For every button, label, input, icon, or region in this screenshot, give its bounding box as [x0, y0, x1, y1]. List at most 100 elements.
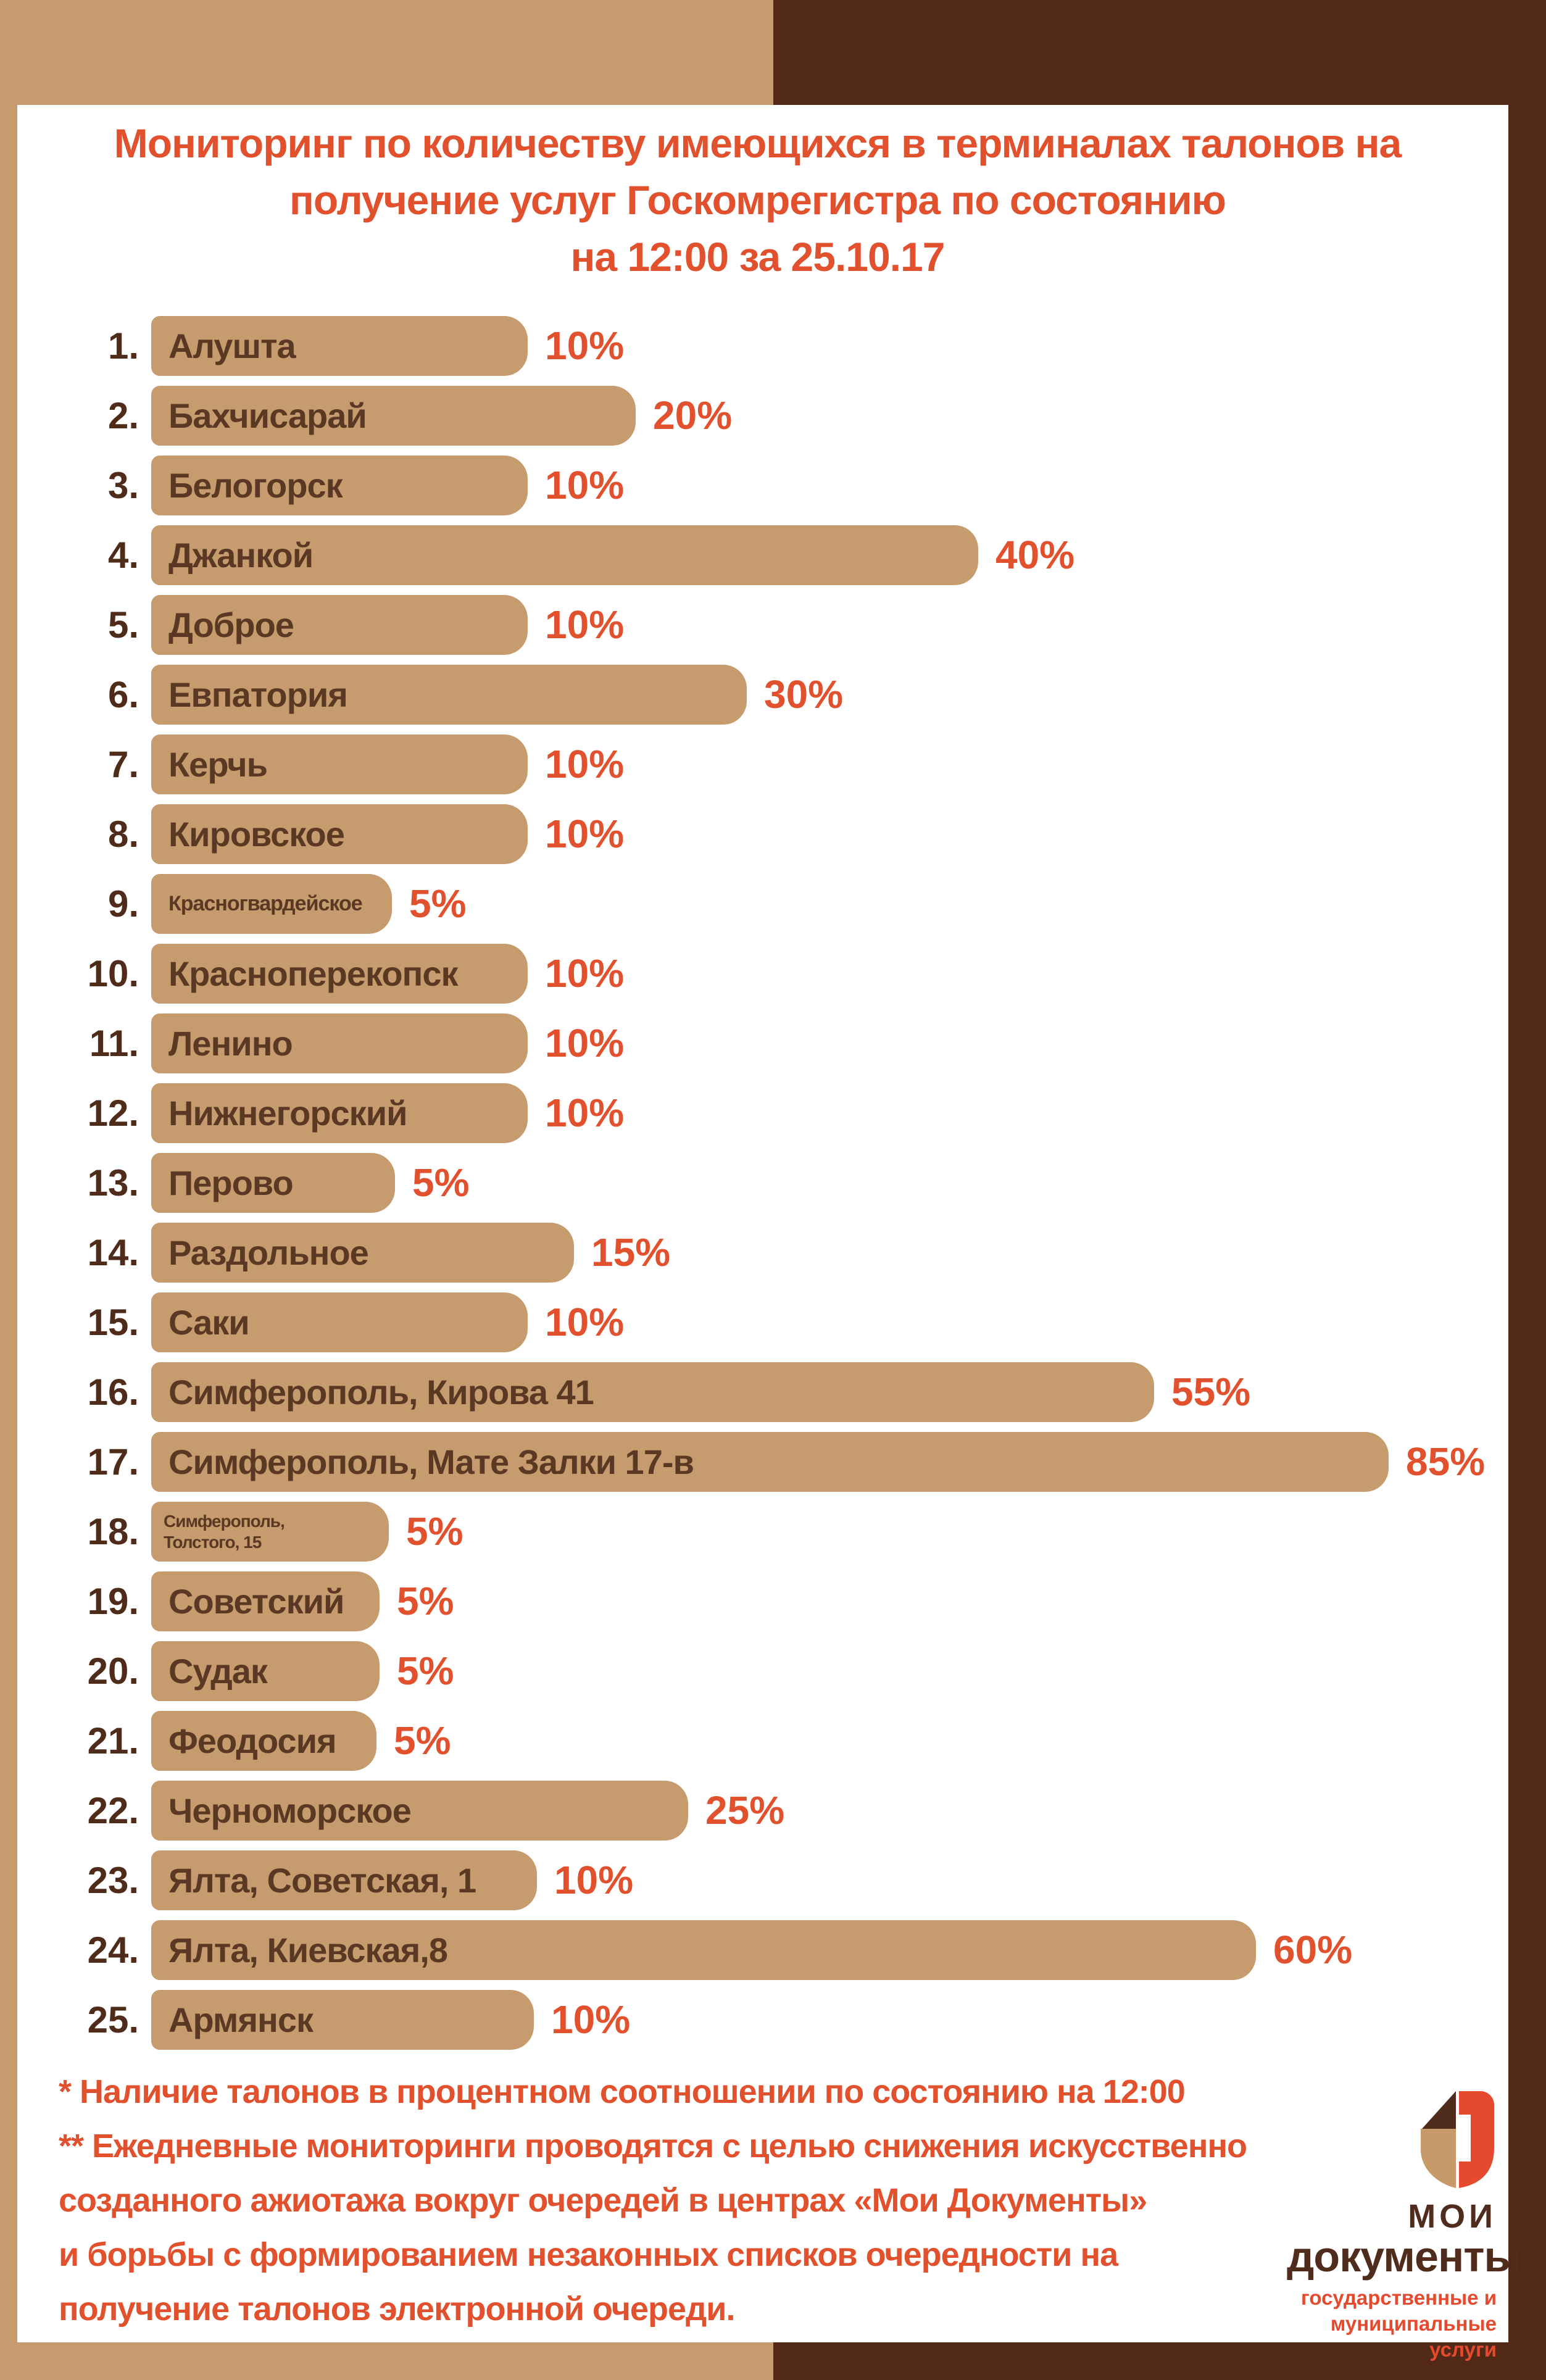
- bar: Симферополь, Кирова 41: [151, 1362, 1154, 1422]
- bar-label: Кировское: [168, 815, 345, 854]
- bar-row: 24. Ялта, Киевская,8 60%: [88, 1920, 1509, 1990]
- row-number: 14.: [87, 1232, 139, 1273]
- bar-row: 13. Перово 5%: [88, 1153, 1509, 1223]
- row-number: 7.: [107, 744, 139, 785]
- frame-top-left-band: [0, 0, 773, 105]
- bar: Джанкой: [151, 525, 978, 585]
- bar: Симферополь, Мате Залки 17-в: [151, 1432, 1389, 1492]
- bar: Нижнегорский: [151, 1083, 528, 1143]
- logo-fold-triangle: [1422, 2091, 1456, 2129]
- page-title-line-1: Мониторинг по количеству имеющихся в тер…: [114, 120, 1402, 166]
- bar-label: Саки: [168, 1303, 250, 1342]
- bar-row: 22. Черноморское 25%: [88, 1781, 1509, 1850]
- bar-label: Судак: [168, 1652, 268, 1691]
- footnotes: * Наличие талонов в процентном соотношен…: [59, 2073, 1247, 2328]
- frame-right-border: [1508, 105, 1546, 2342]
- bar-label: Алушта: [168, 327, 296, 365]
- bar-label: Советский: [168, 1582, 344, 1621]
- bar: Судак: [151, 1641, 380, 1701]
- bar: Доброе: [151, 595, 528, 655]
- logo-right-shape: [1459, 2091, 1494, 2188]
- bar: Красногвардейское: [151, 874, 392, 934]
- bar-row: 9. Красногвардейское 5%: [108, 874, 1509, 944]
- logo-subtitle: государственные и муниципальные услуги: [1301, 2286, 1497, 2361]
- bar-row: 12. Нижнегорский 10%: [88, 1083, 1509, 1153]
- bar: Евпатория: [151, 665, 747, 725]
- bar-chart: 1. Алушта 10% 2. Бахчисарай 20% 3. Белогорск 10%…: [88, 316, 1509, 2060]
- page-title: Мониторинг по количеству имеющихся в тер…: [43, 115, 1472, 285]
- bar: Раздольное: [151, 1223, 574, 1283]
- row-number: 10.: [87, 953, 139, 994]
- bar-value-label: 10%: [545, 1091, 625, 1135]
- row-number: 2.: [107, 395, 139, 436]
- bar-label: Симферополь, Толстого, 15: [164, 1511, 285, 1552]
- row-number: 23.: [87, 1860, 139, 1901]
- bar-value-label: 85%: [1406, 1439, 1486, 1484]
- bar-label: Симферополь, Кирова 41: [168, 1373, 594, 1412]
- bar-value-label: 5%: [397, 1579, 454, 1623]
- frame-bottom-left-band: [0, 2342, 773, 2380]
- row-number: 22.: [87, 1790, 139, 1831]
- row-number: 13.: [87, 1162, 139, 1204]
- bar-label: Красноперекопск: [168, 954, 459, 993]
- bar: Армянск: [151, 1990, 534, 2050]
- bar: Феодосия: [151, 1711, 376, 1771]
- frame-left-border: [0, 105, 17, 2342]
- page-title-line-3: на 12:00 за 25.10.17: [570, 234, 945, 280]
- bar-value-label: 10%: [545, 1300, 625, 1344]
- row-number: 5.: [107, 604, 139, 646]
- bar-value-label: 10%: [545, 463, 625, 507]
- bar-value-label: 10%: [545, 812, 625, 856]
- bar-label: Симферополь, Мате Залки 17-в: [168, 1442, 694, 1481]
- bar-row: 3. Белогорск 10%: [108, 456, 1509, 525]
- bar-value-label: 5%: [397, 1649, 454, 1693]
- logo-title-moi: МОИ: [1408, 2198, 1497, 2235]
- row-number: 3.: [107, 465, 139, 506]
- row-number: 20.: [87, 1650, 139, 1692]
- bar-row: 8. Кировское 10%: [108, 804, 1509, 874]
- bar: Кировское: [151, 804, 528, 864]
- bar-row: 6. Евпатория 30%: [108, 665, 1509, 734]
- bar-label: Ленино: [168, 1024, 293, 1063]
- row-number: 12.: [87, 1092, 139, 1134]
- my-documents-logo: МОИ документы государственные и муниципа…: [1287, 2091, 1521, 2363]
- bar-value-label: 30%: [764, 672, 844, 717]
- bar-row: 11. Ленино 10%: [89, 1013, 1509, 1083]
- bar-value-label: 25%: [705, 1788, 785, 1833]
- bar-value-label: 55%: [1171, 1370, 1251, 1414]
- bar-row: 16. Симферополь, Кирова 41 55%: [88, 1362, 1509, 1432]
- bar: Черноморское: [151, 1781, 688, 1841]
- bar-row: 2. Бахчисарай 20%: [108, 386, 1509, 456]
- bar-label: Белогорск: [168, 466, 343, 505]
- bar-label: Раздольное: [168, 1233, 369, 1272]
- bar-row: 1. Алушта 10%: [108, 316, 1509, 386]
- row-number: 1.: [107, 325, 139, 367]
- logo-left-shape: [1421, 2129, 1456, 2188]
- row-number: 15.: [87, 1302, 139, 1343]
- bar-label: Армянск: [168, 2000, 314, 2039]
- bar-row: 5. Доброе 10%: [108, 595, 1509, 665]
- bar-row: 7. Керчь 10%: [108, 734, 1509, 804]
- bar: Бахчисарай: [151, 386, 636, 446]
- bar-label: Красногвардейское: [168, 892, 363, 915]
- bar-value-label: 5%: [409, 881, 467, 926]
- bar-value-label: 10%: [545, 323, 625, 368]
- bar-value-label: 10%: [554, 1858, 634, 1902]
- row-number: 18.: [87, 1511, 139, 1552]
- bar-row: 19. Советский 5%: [88, 1571, 1509, 1641]
- frame-top-right-band: [773, 0, 1546, 105]
- bar-label: Нижнегорский: [168, 1094, 408, 1133]
- bar-row: 4. Джанкой 40%: [108, 525, 1509, 595]
- row-number: 16.: [87, 1371, 139, 1413]
- row-number: 19.: [87, 1581, 139, 1622]
- bar: Красноперекопск: [151, 944, 528, 1004]
- bar: Ленино: [151, 1013, 528, 1073]
- bar-label: Черноморское: [168, 1791, 412, 1830]
- bar-value-label: 10%: [545, 602, 625, 647]
- bar-value-label: 20%: [653, 393, 733, 438]
- bar-value-label: 10%: [551, 1997, 631, 2042]
- row-number: 11.: [89, 1023, 139, 1064]
- row-number: 25.: [87, 1999, 139, 2041]
- bar-label: Джанкой: [168, 536, 314, 575]
- bar-row: 10. Красноперекопск 10%: [88, 944, 1509, 1013]
